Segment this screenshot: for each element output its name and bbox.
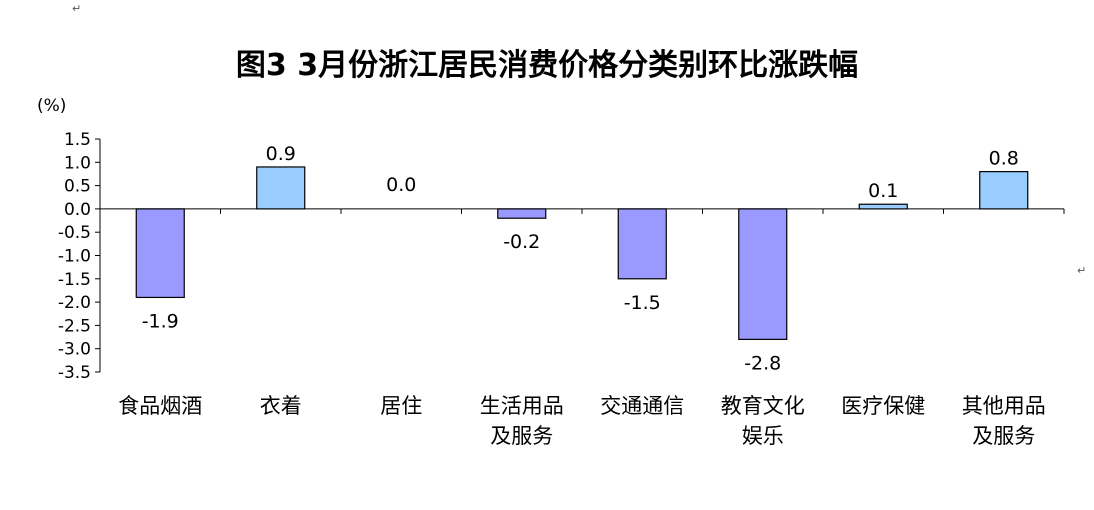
category-label: 食品烟酒 — [118, 394, 202, 418]
chart-title: 图3 3月份浙江居民消费价格分类别环比涨跌幅 — [235, 48, 859, 83]
category-label: 生活用品 — [480, 394, 564, 418]
y-tick-label: -3.0 — [58, 340, 91, 360]
bar — [256, 166, 306, 210]
category-label: 衣着 — [260, 394, 302, 418]
bar — [738, 208, 788, 340]
data-label: -1.9 — [142, 310, 179, 332]
data-label: -1.5 — [624, 292, 661, 314]
category-label: 及服务 — [972, 424, 1035, 448]
bar — [497, 208, 547, 219]
data-label: 0.0 — [386, 174, 416, 196]
y-tick-label: -1.5 — [58, 270, 91, 290]
category-label: 教育文化 — [721, 394, 805, 418]
y-tick-label: 0.0 — [64, 200, 91, 220]
paragraph-mark-icon: ↵ — [1077, 264, 1087, 277]
data-label: 0.9 — [266, 143, 296, 165]
category-label: 其他用品 — [962, 394, 1046, 418]
bar — [617, 208, 667, 280]
category-label: 娱乐 — [742, 424, 784, 448]
data-labels: -1.9 0.9 0.0 -0.2 -1.5 -2.8 0.1 0.8 — [142, 143, 1019, 374]
axes: 1.5 1.0 0.5 0.0 -0.5 -1.0 -1.5 -2.0 -2.5 -3.0 -3.5 — [58, 130, 1065, 383]
y-tick-label: -1.0 — [58, 247, 91, 267]
y-tick-label: 0.5 — [64, 177, 91, 197]
bar — [979, 171, 1029, 210]
bar — [135, 208, 185, 299]
y-tick-label: -2.0 — [58, 293, 91, 313]
y-tick-label: 1.0 — [64, 153, 91, 173]
category-label: 及服务 — [490, 424, 553, 448]
y-tick-label: -2.5 — [58, 316, 91, 336]
data-label: -0.2 — [503, 231, 540, 253]
data-label: 0.8 — [989, 148, 1019, 170]
y-tick-label: -0.5 — [58, 223, 91, 243]
paragraph-mark-icon: ↵ — [72, 2, 82, 15]
y-unit-label: (%) — [37, 96, 66, 116]
bar — [858, 203, 908, 210]
category-label: 居住 — [380, 394, 422, 418]
category-label: 医疗保健 — [841, 394, 925, 418]
bars — [135, 166, 1029, 340]
category-label: 交通通信 — [600, 394, 684, 418]
y-tick-label: 1.5 — [64, 130, 91, 150]
data-label: 0.1 — [868, 180, 898, 202]
data-label: -2.8 — [744, 352, 781, 374]
y-tick-label: -3.5 — [58, 363, 91, 383]
